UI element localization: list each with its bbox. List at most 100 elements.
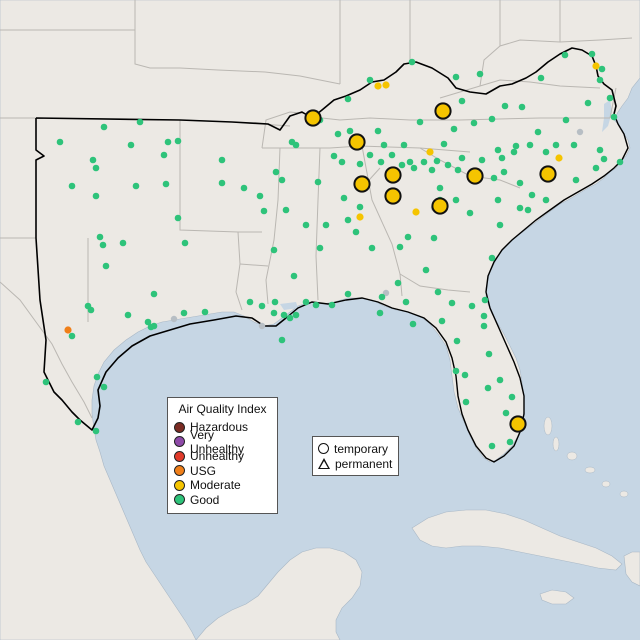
site-marker-good[interactable] bbox=[144, 318, 152, 326]
site-marker-good[interactable] bbox=[524, 206, 532, 214]
site-marker-moderate[interactable] bbox=[426, 148, 434, 156]
site-marker-good[interactable] bbox=[377, 158, 385, 166]
site-marker-good[interactable] bbox=[410, 164, 418, 172]
site-marker-good[interactable] bbox=[302, 298, 310, 306]
site-marker-good[interactable] bbox=[468, 302, 476, 310]
site-marker-good[interactable] bbox=[334, 130, 342, 138]
site-marker-good[interactable] bbox=[340, 194, 348, 202]
site-marker-good[interactable] bbox=[201, 308, 209, 316]
site-marker-good[interactable] bbox=[100, 383, 108, 391]
site-marker-good[interactable] bbox=[588, 50, 596, 58]
site-marker-good[interactable] bbox=[344, 95, 352, 103]
site-marker-good[interactable] bbox=[470, 119, 478, 127]
site-marker-good[interactable] bbox=[616, 158, 624, 166]
site-marker-moderate[interactable] bbox=[356, 213, 364, 221]
site-marker-moderate-temporary[interactable] bbox=[539, 165, 557, 183]
site-marker-good[interactable] bbox=[402, 298, 410, 306]
site-marker-good[interactable] bbox=[485, 350, 493, 358]
site-marker-good[interactable] bbox=[260, 207, 268, 215]
site-marker-good[interactable] bbox=[542, 148, 550, 156]
site-marker-good[interactable] bbox=[510, 148, 518, 156]
site-marker-good[interactable] bbox=[428, 166, 436, 174]
site-marker-good[interactable] bbox=[150, 290, 158, 298]
site-marker-good[interactable] bbox=[416, 118, 424, 126]
site-marker-good[interactable] bbox=[346, 127, 354, 135]
site-marker-good[interactable] bbox=[488, 254, 496, 262]
site-marker-good[interactable] bbox=[396, 243, 404, 251]
site-marker-good[interactable] bbox=[344, 216, 352, 224]
site-marker-good[interactable] bbox=[282, 206, 290, 214]
site-marker-moderate[interactable] bbox=[592, 62, 600, 70]
site-marker-good[interactable] bbox=[394, 279, 402, 287]
site-marker-good[interactable] bbox=[398, 161, 406, 169]
site-marker-usg[interactable] bbox=[64, 326, 72, 334]
site-marker-good[interactable] bbox=[502, 409, 510, 417]
site-marker-good[interactable] bbox=[322, 221, 330, 229]
site-marker-good[interactable] bbox=[516, 204, 524, 212]
site-marker-good[interactable] bbox=[496, 221, 504, 229]
site-marker-good[interactable] bbox=[596, 76, 604, 84]
site-marker-moderate-temporary[interactable] bbox=[509, 415, 527, 433]
site-marker-good[interactable] bbox=[454, 166, 462, 174]
site-marker-good[interactable] bbox=[561, 51, 569, 59]
site-marker-good[interactable] bbox=[56, 138, 64, 146]
site-marker-good[interactable] bbox=[278, 336, 286, 344]
site-marker-good[interactable] bbox=[606, 94, 614, 102]
site-marker-good[interactable] bbox=[440, 140, 448, 148]
site-marker-good[interactable] bbox=[272, 168, 280, 176]
site-marker-good[interactable] bbox=[552, 141, 560, 149]
site-marker-good[interactable] bbox=[96, 233, 104, 241]
site-marker-good[interactable] bbox=[270, 309, 278, 317]
site-marker-good[interactable] bbox=[452, 73, 460, 81]
site-marker-good[interactable] bbox=[246, 298, 254, 306]
site-marker-good[interactable] bbox=[164, 138, 172, 146]
site-marker-good[interactable] bbox=[430, 234, 438, 242]
site-marker-good[interactable] bbox=[136, 118, 144, 126]
site-marker-good[interactable] bbox=[74, 418, 82, 426]
site-marker-no-data[interactable] bbox=[258, 322, 266, 330]
site-marker-good[interactable] bbox=[570, 141, 578, 149]
site-marker-good[interactable] bbox=[99, 241, 107, 249]
site-marker-good[interactable] bbox=[68, 332, 76, 340]
site-marker-good[interactable] bbox=[271, 298, 279, 306]
site-marker-good[interactable] bbox=[436, 184, 444, 192]
site-marker-good[interactable] bbox=[452, 196, 460, 204]
site-marker-good[interactable] bbox=[89, 156, 97, 164]
site-marker-good[interactable] bbox=[102, 262, 110, 270]
site-marker-good[interactable] bbox=[160, 151, 168, 159]
site-marker-good[interactable] bbox=[380, 141, 388, 149]
site-marker-good[interactable] bbox=[534, 128, 542, 136]
site-marker-good[interactable] bbox=[147, 323, 155, 331]
site-marker-good[interactable] bbox=[174, 214, 182, 222]
site-marker-good[interactable] bbox=[409, 320, 417, 328]
site-marker-good[interactable] bbox=[458, 154, 466, 162]
site-marker-good[interactable] bbox=[338, 158, 346, 166]
site-marker-good[interactable] bbox=[506, 438, 514, 446]
site-marker-good[interactable] bbox=[218, 179, 226, 187]
site-marker-good[interactable] bbox=[278, 176, 286, 184]
site-marker-moderate-temporary[interactable] bbox=[353, 175, 371, 193]
site-marker-good[interactable] bbox=[312, 301, 320, 309]
site-marker-good[interactable] bbox=[87, 306, 95, 314]
site-marker-no-data[interactable] bbox=[382, 289, 390, 297]
site-marker-good[interactable] bbox=[181, 239, 189, 247]
site-marker-good[interactable] bbox=[119, 239, 127, 247]
site-marker-good[interactable] bbox=[388, 151, 396, 159]
site-marker-moderate[interactable] bbox=[382, 81, 390, 89]
site-marker-good[interactable] bbox=[376, 309, 384, 317]
site-marker-good[interactable] bbox=[494, 196, 502, 204]
site-marker-good[interactable] bbox=[453, 337, 461, 345]
site-marker-good[interactable] bbox=[488, 115, 496, 123]
site-marker-good[interactable] bbox=[542, 196, 550, 204]
site-marker-good[interactable] bbox=[500, 168, 508, 176]
site-marker-good[interactable] bbox=[438, 317, 446, 325]
site-marker-good[interactable] bbox=[481, 296, 489, 304]
site-marker-moderate-temporary[interactable] bbox=[431, 197, 449, 215]
site-marker-good[interactable] bbox=[596, 146, 604, 154]
site-marker-good[interactable] bbox=[352, 228, 360, 236]
site-marker-good[interactable] bbox=[490, 174, 498, 182]
site-marker-good[interactable] bbox=[484, 384, 492, 392]
site-marker-good[interactable] bbox=[92, 192, 100, 200]
site-marker-good[interactable] bbox=[378, 293, 386, 301]
